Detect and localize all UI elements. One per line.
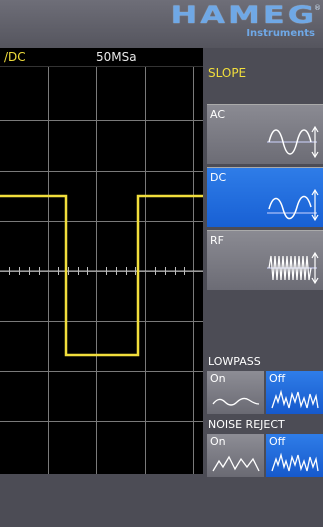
scope-status-bar: /DC 50MSa [0, 48, 203, 67]
noise-reject-toggle: On Off [207, 434, 323, 477]
smooth-wave-icon [212, 397, 260, 406]
brand-name: HAMEG [170, 0, 317, 29]
top-bar: HAMEG ® Instruments [0, 0, 323, 48]
waveform-trace [0, 194, 203, 357]
slope-rf-button[interactable]: RF [207, 230, 323, 290]
noisy-wave-icon [271, 452, 319, 472]
lowpass-off-label: Off [269, 372, 286, 385]
slope-ac-label: AC [210, 108, 226, 121]
slope-options: AC DC RF [207, 104, 323, 290]
sample-rate-readout: 50MSa [96, 50, 137, 64]
sine-wave-ac-icon [267, 125, 319, 159]
noise-reject-title: NOISE REJECT [208, 418, 285, 431]
slope-ac-button[interactable]: AC [207, 104, 323, 164]
noise-reject-on-button[interactable]: On [207, 434, 264, 477]
slope-dc-label: DC [210, 171, 227, 184]
lowpass-title: LOWPASS [208, 355, 261, 368]
filtered-wave-icon [212, 455, 260, 472]
lowpass-off-button[interactable]: Off [266, 371, 323, 414]
brand-logo: HAMEG ® Instruments [170, 0, 321, 39]
noise-reject-off-button[interactable]: Off [266, 434, 323, 477]
panel-title: SLOPE [208, 66, 247, 80]
waveform-grid-svg [0, 67, 203, 474]
bottom-bar [0, 474, 323, 527]
brand-subtitle: Instruments [246, 28, 315, 39]
center-axis-ticks [0, 267, 203, 275]
sine-wave-dc-icon [267, 188, 319, 222]
high-frequency-wave-icon [267, 251, 319, 285]
lowpass-on-label: On [210, 372, 226, 385]
lowpass-on-button[interactable]: On [207, 371, 264, 414]
slope-rf-label: RF [210, 234, 224, 247]
noisy-wave-icon [271, 389, 319, 409]
noise-reject-on-label: On [210, 435, 226, 448]
brand-registered-mark: ® [314, 4, 321, 12]
noise-reject-off-label: Off [269, 435, 286, 448]
waveform-display[interactable] [0, 67, 203, 474]
trigger-coupling-indicator: /DC [4, 50, 26, 64]
slope-dc-button[interactable]: DC [207, 167, 323, 227]
lowpass-toggle: On Off [207, 371, 323, 414]
